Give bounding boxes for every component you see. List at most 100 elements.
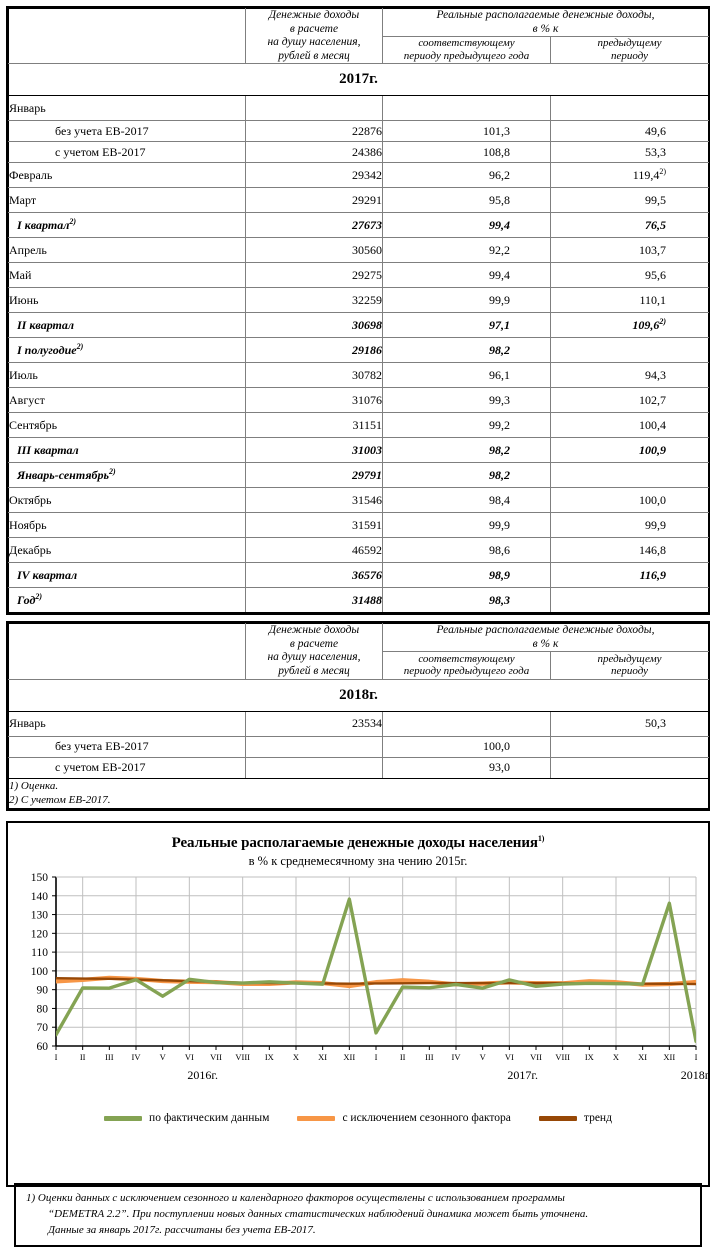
cell-pct-prev-period: 50,3 [550, 710, 709, 737]
chart-footnote-line-1: 1) Оценки данных с исключением сезонного… [26, 1192, 565, 1205]
row-label: Январь-сентябрь2) [8, 462, 246, 489]
cell-money-per-capita [245, 735, 383, 758]
cell-money-per-capita: 29275 [245, 262, 383, 289]
cell-footnote-marker: 2) [659, 316, 666, 326]
cell-pct-same-period-prev-year: 99,3 [382, 387, 551, 414]
header-money-line-3: на душу населения, [267, 36, 361, 49]
cell-money-per-capita: 31546 [245, 487, 383, 514]
chart-title-text: Реальные располагаемые денежные доходы н… [171, 835, 538, 852]
cell-money-per-capita: 36576 [245, 562, 383, 589]
cell-pct-prev-period [550, 735, 709, 758]
table-notes: 1) Оценка. 2) С учетом ЕВ-2017. [8, 777, 709, 810]
cell-money-per-capita [245, 95, 383, 122]
chart-y-tick-label: 130 [31, 910, 49, 922]
table-year-row: 2018г. [8, 678, 709, 712]
header-sub2-line-1: предыдущему [597, 37, 662, 50]
cell-pct-prev-period: 119,42) [550, 162, 709, 189]
cell-pct-prev-period: 100,9 [550, 437, 709, 464]
chart-x-tick-label: II [400, 1052, 406, 1062]
cell-pct-prev-period: 109,62) [550, 312, 709, 339]
table-2017-container: Денежные доходы в расчете на душу населени… [6, 6, 710, 616]
header-sub1-line-2: периоду предыдущего года [403, 665, 530, 678]
chart-x-tick-label: I [375, 1052, 378, 1062]
header-money-line-4: рублей в месяц [278, 49, 350, 62]
chart-series-group [56, 897, 696, 1044]
cell-money-per-capita: 31076 [245, 387, 383, 414]
chart-x-tick-label: VII [210, 1052, 222, 1062]
chart-x-tick-label: VIII [235, 1052, 250, 1062]
cell-pct-prev-period [550, 95, 709, 122]
table-row: без учета ЕВ-2017 100,0 [8, 735, 709, 758]
chart-x-tick-label: V [480, 1052, 487, 1062]
chart-y-tick-label: 60 [37, 1041, 49, 1053]
table-row: I квартал2) 27673 99,4 76,5 [8, 212, 709, 239]
cell-money-per-capita: 31488 [245, 587, 383, 614]
row-label: Октябрь [8, 487, 246, 514]
table-row: с учетом ЕВ-2017 93,0 [8, 756, 709, 779]
cell-pct-prev-period: 76,5 [550, 212, 709, 239]
table-row: Июль 30782 96,1 94,3 [8, 362, 709, 389]
chart-y-tick-label: 80 [37, 1004, 49, 1016]
cell-pct-same-period-prev-year [382, 95, 551, 122]
header-money-line-1: Денежные доходы [268, 9, 360, 21]
chart-x-tick-label: IV [452, 1052, 462, 1062]
row-label: с учетом ЕВ-2017 [8, 756, 246, 779]
row-label: Август [8, 387, 246, 414]
row-label: I квартал2) [8, 212, 246, 239]
chart-legend: по фактическим данным с исключением сезон… [8, 1112, 708, 1124]
legend-label: по фактическим данным [149, 1112, 270, 1125]
table-note-2: 2) С учетом ЕВ-2017. [9, 794, 111, 807]
cell-money-per-capita: 30782 [245, 362, 383, 389]
header-money-line-1: Денежные доходы [268, 624, 360, 637]
table-row: I полугодие2) 29186 98,2 [8, 337, 709, 364]
cell-pct-prev-period: 94,3 [550, 362, 709, 389]
cell-pct-prev-period: 100,0 [550, 487, 709, 514]
chart-y-tick-label: 140 [31, 891, 49, 903]
cell-pct-prev-period: 53,3 [550, 141, 709, 164]
legend-label: тренд [583, 1112, 612, 1125]
table-row: Год2) 31488 98,3 [8, 587, 709, 614]
table-header-row-2: соответствующему периоду предыдущего года… [9, 651, 709, 680]
row-label: Ноябрь [8, 512, 246, 539]
cell-pct-same-period-prev-year: 99,9 [382, 287, 551, 314]
cell-money-per-capita: 31591 [245, 512, 383, 539]
row-label: I полугодие2) [8, 337, 246, 364]
chart-x-tick-label: VII [530, 1052, 542, 1062]
chart-footnote-line-3: Данные за январь 2017г. рассчитаны без у… [48, 1224, 316, 1237]
cell-pct-same-period-prev-year: 98,3 [382, 587, 551, 614]
chart-x-tick-label: II [80, 1052, 86, 1062]
chart-y-tick-label: 100 [31, 966, 49, 978]
chart-x-tick-label: IV [132, 1052, 142, 1062]
chart-y-tick-label: 90 [37, 985, 49, 997]
cell-money-per-capita: 30560 [245, 237, 383, 264]
chart-footnote-line-2: “DEMETRA 2.2”. При поступлении новых дан… [48, 1208, 589, 1221]
chart-x-tick-label: VI [185, 1052, 194, 1062]
cell-money-per-capita: 27673 [245, 212, 383, 239]
table-row: Январь 23534 50,3 [8, 710, 709, 737]
header-real-line-1: Реальные располагаемые денежные доходы, [436, 624, 655, 637]
cell-pct-prev-period: 146,8 [550, 537, 709, 564]
cell-pct-same-period-prev-year: 108,8 [382, 141, 551, 164]
cell-pct-same-period-prev-year: 98,6 [382, 537, 551, 564]
chart-x-tick-label: X [293, 1052, 299, 1062]
chart-x-group-label: 2016г. [187, 1068, 218, 1082]
chart-x-tick-label: V [160, 1052, 167, 1062]
cell-money-per-capita: 29291 [245, 187, 383, 214]
table-header-row-1: Денежные доходы в расчете на душу населени… [8, 7, 709, 65]
cell-pct-prev-period: 103,7 [550, 237, 709, 264]
header-money-line-4: рублей в месяц [278, 664, 350, 677]
chart-title-footnote-marker: 1) [537, 834, 545, 844]
cell-money-per-capita: 29186 [245, 337, 383, 364]
row-label: без учета ЕВ-2017 [8, 735, 246, 758]
header-real-line-2: в % к [532, 22, 559, 35]
chart-subtitle: в % к среднемесячному зна чению 2015г. [248, 854, 468, 869]
chart-y-tick-label: 120 [31, 929, 49, 941]
cell-money-per-capita: 22876 [245, 120, 383, 143]
chart-container: Реальные располагаемые денежные доходы н… [6, 821, 710, 1248]
cell-money-per-capita: 23534 [245, 710, 383, 737]
chart-series-line-actual [56, 897, 696, 1044]
cell-pct-same-period-prev-year: 95,8 [382, 187, 551, 214]
chart-footnote-box: 1) Оценки данных с исключением сезонного… [14, 1183, 702, 1248]
row-label: Июнь [8, 287, 246, 314]
chart-x-tick-label: VIII [555, 1052, 570, 1062]
